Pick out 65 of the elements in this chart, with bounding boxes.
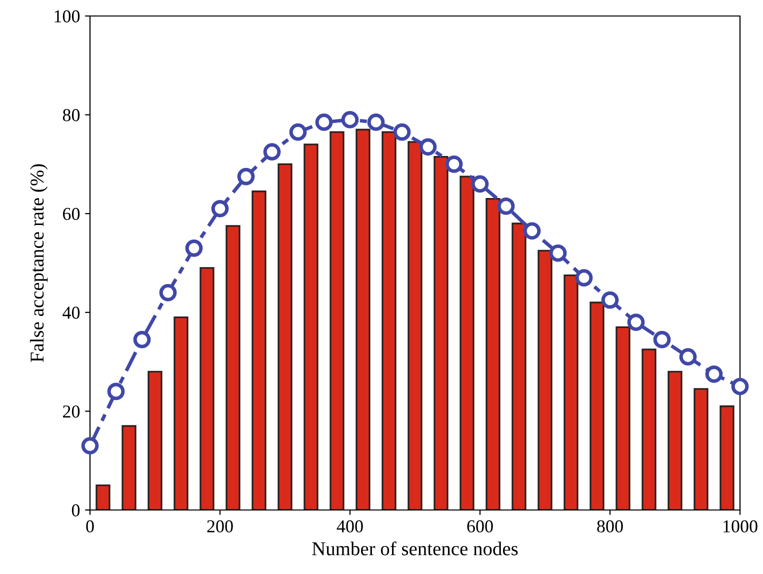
bar <box>278 163 292 510</box>
point <box>679 348 697 366</box>
point <box>107 382 125 400</box>
point <box>367 114 385 131</box>
y-tick-label: 100 <box>54 10 80 22</box>
point <box>393 123 411 141</box>
point <box>497 198 515 215</box>
point <box>627 314 645 331</box>
x-tick-label: 400 <box>336 520 363 532</box>
bar <box>538 250 552 510</box>
y-tick-label: 40 <box>62 306 80 319</box>
bar <box>200 267 214 510</box>
x-tick-label: 0 <box>86 520 94 532</box>
bar <box>382 131 396 510</box>
point <box>653 330 671 348</box>
point <box>81 437 99 454</box>
point <box>133 330 151 348</box>
x-tick-label: 200 <box>207 520 233 532</box>
point <box>575 269 593 286</box>
bar <box>460 176 474 510</box>
y-axis-title: False acceptance rate (%) <box>30 164 48 362</box>
bar <box>226 225 240 510</box>
point <box>263 143 281 161</box>
y-tick-label: 60 <box>63 208 80 220</box>
bar <box>174 316 188 510</box>
point <box>315 114 333 131</box>
bar <box>96 484 110 510</box>
point <box>601 291 619 309</box>
point <box>185 240 203 257</box>
point <box>159 284 177 302</box>
point <box>289 123 307 141</box>
point <box>211 200 229 218</box>
point <box>523 222 541 240</box>
point <box>237 168 255 186</box>
bar <box>720 405 734 510</box>
point <box>445 156 463 173</box>
bar <box>434 156 448 510</box>
bar <box>252 190 266 510</box>
bar <box>590 302 604 510</box>
bar <box>668 370 682 510</box>
point <box>705 365 723 383</box>
point <box>341 111 359 128</box>
point <box>549 244 567 262</box>
x-axis-title: Number of sentence nodes <box>312 541 518 556</box>
bar <box>408 141 422 510</box>
y-tick-label: 0 <box>72 504 80 516</box>
bar <box>356 128 370 510</box>
y-tick-label: 20 <box>63 405 80 418</box>
bar <box>148 370 162 510</box>
point <box>471 175 489 193</box>
bar <box>616 326 630 510</box>
bar <box>564 274 578 510</box>
bar <box>330 131 344 510</box>
point <box>731 378 749 396</box>
point <box>419 138 437 156</box>
bar <box>122 425 136 510</box>
y-tick-label: 80 <box>62 109 80 122</box>
bar <box>486 198 500 510</box>
bar <box>694 388 708 510</box>
bar <box>512 222 526 510</box>
x-tick-label: 600 <box>467 520 493 532</box>
x-tick-label: 1000 <box>724 520 758 532</box>
bar <box>304 144 318 510</box>
x-tick-label: 800 <box>597 520 623 532</box>
bar <box>642 348 656 510</box>
